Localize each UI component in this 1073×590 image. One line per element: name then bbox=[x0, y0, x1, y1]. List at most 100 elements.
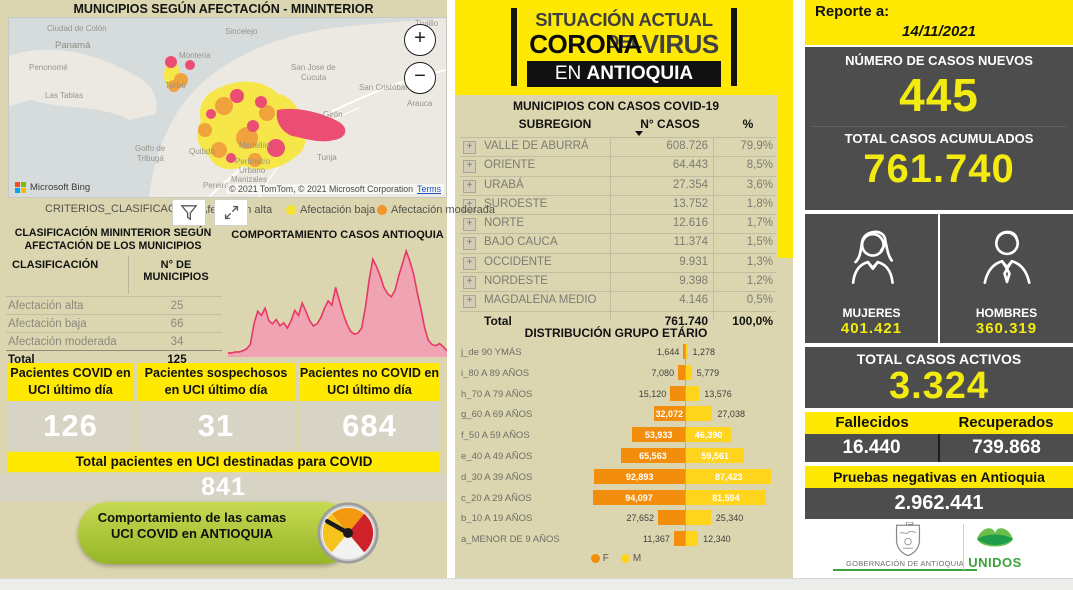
age-group-label: d_30 A 39 AÑOS bbox=[461, 471, 533, 483]
expand-row-button[interactable]: + bbox=[463, 218, 476, 232]
subregion-name: NORDESTE bbox=[484, 275, 548, 288]
funnel-icon bbox=[180, 205, 198, 221]
expand-row-button[interactable]: + bbox=[463, 295, 476, 309]
report-date: 14/11/2021 bbox=[902, 23, 976, 40]
cases-column-header[interactable]: N° CASOS bbox=[640, 117, 700, 131]
subregion-row[interactable]: + OCCIDENTE 9.931 1,3% bbox=[460, 252, 776, 272]
pyramid-row: b_10 A 19 AÑOS 27,652 25,340 bbox=[455, 508, 793, 529]
map-place-label: Tunja bbox=[317, 153, 337, 162]
terms-link[interactable]: Terms bbox=[417, 184, 441, 194]
map-zoom-out-button[interactable]: − bbox=[404, 62, 436, 94]
subregion-table-title: MUNICIPIOS CON CASOS COVID-19 bbox=[512, 99, 720, 113]
negative-tests-value: 2.962.441 bbox=[805, 488, 1073, 519]
male-value: 13,576 bbox=[704, 388, 732, 399]
map-place-label: Urbano bbox=[239, 166, 266, 175]
subregion-row[interactable]: + NORDESTE 9.398 1,2% bbox=[460, 272, 776, 291]
subregion-column-header[interactable]: SUBREGION bbox=[518, 117, 592, 131]
header-left-bar bbox=[511, 8, 517, 86]
subregion-row[interactable]: + VALLE DE ABURRÁ 608.726 79,9% bbox=[460, 137, 776, 156]
classification-row-label: Afectación alta bbox=[8, 299, 84, 312]
filter-button[interactable] bbox=[172, 199, 206, 226]
male-value: 12,340 bbox=[703, 534, 731, 545]
table-col-separator bbox=[610, 137, 611, 321]
expand-row-button[interactable]: + bbox=[463, 198, 476, 212]
left-panel: MUNICIPIOS SEGÚN AFECTACIÓN - MININTERIO… bbox=[0, 0, 495, 578]
age-group-label: c_20 A 29 AÑOS bbox=[461, 492, 532, 504]
subregion-cases: 608.726 bbox=[666, 140, 708, 152]
legend-m-label: M bbox=[632, 553, 642, 564]
subregion-cases: 27.354 bbox=[672, 178, 708, 191]
classification-row[interactable]: Afectación alta 25 bbox=[6, 296, 222, 314]
male-value: 59,561 bbox=[701, 451, 729, 461]
male-bar bbox=[686, 406, 713, 422]
classification-row[interactable]: Afectación baja 66 bbox=[6, 314, 222, 332]
female-value: 94,097 bbox=[625, 492, 653, 503]
moderada-dot-icon bbox=[377, 205, 387, 215]
age-group-label: f_50 A 59 AÑOS bbox=[461, 430, 530, 442]
map-place-label: Manizales bbox=[231, 175, 267, 184]
right-panel: Reporte a: 14/11/2021 NÚMERO DE CASOS NU… bbox=[805, 0, 1073, 578]
expand-row-button[interactable]: + bbox=[463, 256, 476, 270]
subregion-row[interactable]: + URABÁ 27.354 3,6% bbox=[460, 175, 776, 195]
uci-noncovid-value: 684 bbox=[299, 401, 440, 450]
man-icon bbox=[983, 230, 1031, 284]
expand-row-button[interactable]: + bbox=[463, 141, 476, 154]
map-place-label: Girón bbox=[323, 110, 343, 119]
map-attribution: © 2021 TomTom, © 2021 Microsoft Corporat… bbox=[226, 184, 444, 194]
classification-row-label: Afectación baja bbox=[8, 317, 87, 330]
classification-total-row: Total 125 bbox=[6, 350, 222, 368]
municipios-col-header[interactable]: N° DE MUNICIPIOS bbox=[143, 259, 209, 283]
female-value: 1,644 bbox=[656, 347, 680, 357]
expand-row-button[interactable]: + bbox=[463, 237, 476, 251]
classification-col-header[interactable]: CLASIFICACIÓN bbox=[12, 259, 99, 271]
subregion-row[interactable]: + SUROESTE 13.752 1,8% bbox=[460, 194, 776, 214]
male-bar bbox=[686, 489, 766, 505]
subregion-name: NORTE bbox=[484, 217, 525, 230]
pyramid-row: j_de 90 YMÁS 1,644 1,278 bbox=[455, 342, 793, 363]
female-bar bbox=[678, 364, 685, 380]
subregion-pct: 1,3% bbox=[746, 255, 773, 268]
cases-area-chart[interactable] bbox=[228, 245, 447, 359]
age-pyramid-chart[interactable]: j_de 90 YMÁS 1,644 1,278 i_80 A 89 AÑOS 7,08… bbox=[455, 342, 793, 550]
male-value: 5,779 bbox=[696, 367, 720, 378]
men-value: 360.319 bbox=[975, 320, 1038, 337]
subregion-pct: 1,8% bbox=[746, 197, 773, 210]
affectation-map[interactable]: Ciudad de Colón Panamá Penonomé Las Tablas S… bbox=[8, 17, 447, 198]
subregion-pct: 8,5% bbox=[746, 159, 773, 172]
subregion-row[interactable]: + MAGDALENA MEDIO 4.146 0,5% bbox=[460, 291, 776, 310]
pyramid-row: d_30 A 39 AÑOS 92,893 87,423 bbox=[455, 467, 793, 488]
subregion-name: URABÁ bbox=[484, 178, 524, 191]
subregion-cases: 13.752 bbox=[672, 197, 708, 210]
uci-total-value: 841 bbox=[0, 474, 447, 501]
male-value: 87,423 bbox=[714, 471, 743, 482]
uci-beds-behavior-button[interactable]: Comportamiento de las camas UCI COVID en… bbox=[78, 502, 379, 564]
expand-row-button[interactable]: + bbox=[463, 179, 476, 193]
classification-row[interactable]: Afectación moderada 34 bbox=[6, 332, 222, 350]
expand-row-button[interactable]: + bbox=[463, 160, 476, 174]
deaths-value: 16.440 bbox=[842, 437, 901, 458]
expand-row-button[interactable]: + bbox=[463, 276, 476, 290]
subregion-row[interactable]: + BAJO CAUCA 11.374 1,5% bbox=[460, 233, 776, 252]
map-place-label: Perímetro bbox=[235, 157, 271, 166]
column-divider bbox=[128, 256, 129, 294]
focus-mode-button[interactable] bbox=[214, 199, 248, 226]
map-zoom-in-button[interactable]: + bbox=[404, 24, 436, 56]
male-bar bbox=[686, 468, 772, 484]
male-value: 46,390 bbox=[694, 430, 723, 441]
gobernacion-label: GOBERNACIÓN DE ANTIOQUIA bbox=[833, 559, 977, 571]
baja-dot-icon bbox=[286, 205, 296, 215]
pct-column-header[interactable]: % bbox=[742, 117, 754, 131]
female-bar bbox=[593, 489, 685, 505]
subregion-cases: 9.931 bbox=[679, 255, 708, 268]
subregion-name: ORIENTE bbox=[484, 159, 536, 172]
subregion-row[interactable]: + NORTE 12.616 1,7% bbox=[460, 214, 776, 233]
bing-label: Microsoft Bing bbox=[30, 182, 91, 193]
subregion-row[interactable]: + ORIENTE 64.443 8,5% bbox=[460, 156, 776, 175]
active-cases-label: TOTAL CASOS ACTIVOS bbox=[856, 351, 1022, 367]
map-place-label: San Jose de bbox=[291, 63, 336, 72]
women-cell: MUJERES 401.421 bbox=[805, 214, 938, 343]
map-place-label: Medellín bbox=[239, 141, 269, 150]
report-label: Reporte a: bbox=[815, 3, 890, 20]
subregion-name: BAJO CAUCA bbox=[484, 236, 558, 249]
uci-beds-behavior-label: Comportamiento de las camas UCI COVID en… bbox=[97, 510, 287, 541]
